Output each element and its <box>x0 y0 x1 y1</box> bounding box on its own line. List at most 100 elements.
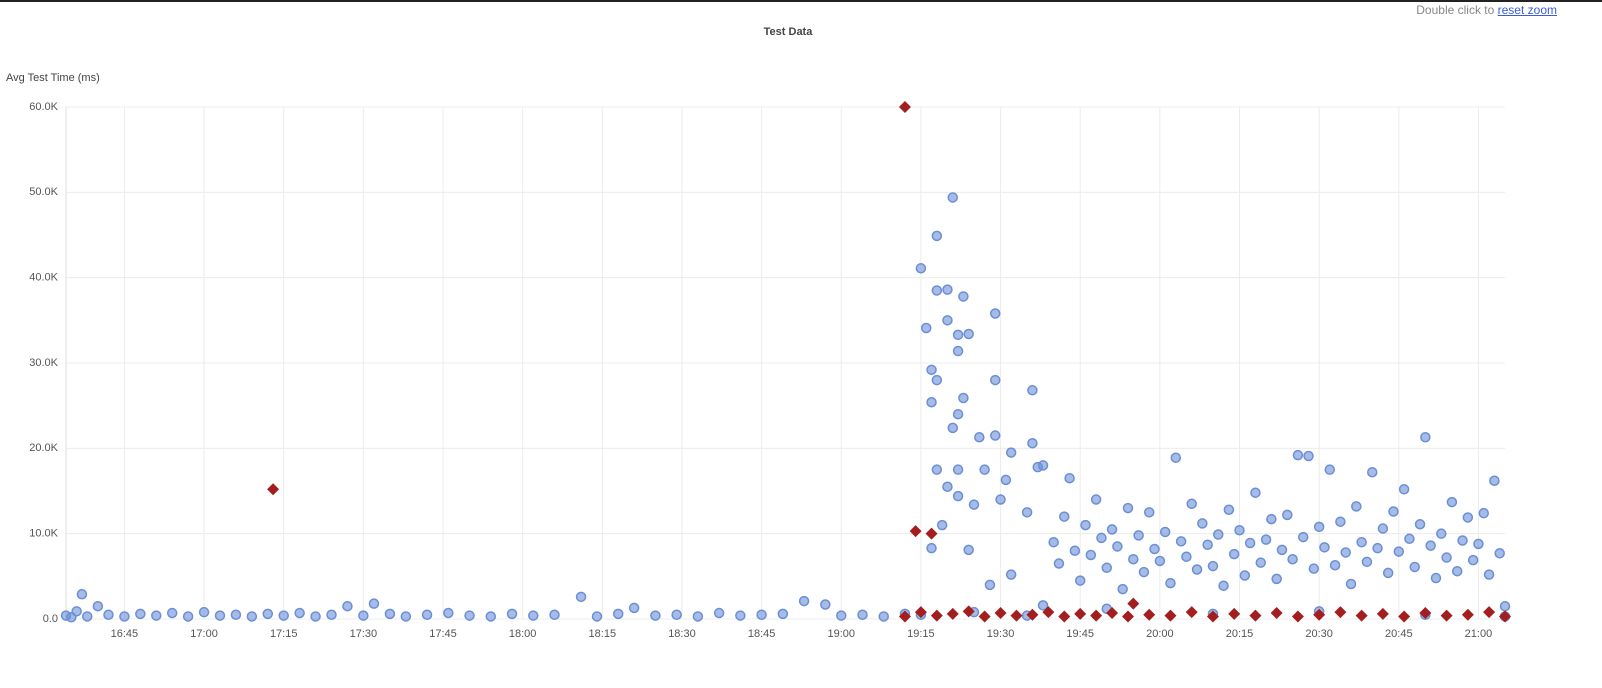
zoom-hint: Double click to reset zoom <box>1416 3 1557 17</box>
circle-point <box>400 611 412 622</box>
x-tick-label: 17:30 <box>350 628 378 640</box>
circle-point <box>1467 554 1479 566</box>
circle-point <box>1478 507 1490 519</box>
circle-point <box>931 464 943 475</box>
circle-point <box>820 599 831 610</box>
y-axis-label: Avg Test Time (ms) <box>6 72 100 84</box>
circle-point <box>1404 533 1415 545</box>
diamond-point <box>914 606 927 619</box>
circle-point <box>506 608 518 620</box>
x-tick-label: 19:00 <box>827 628 855 640</box>
x-tick-label: 19:30 <box>987 628 1015 640</box>
circle-point <box>836 610 847 621</box>
circle-point <box>1175 536 1187 547</box>
y-tick-label: 20.0K <box>29 442 58 454</box>
circle-point <box>878 611 889 622</box>
circle-point <box>575 591 587 603</box>
circle-point <box>1367 466 1378 478</box>
circle-point <box>342 600 353 612</box>
circle-point <box>1037 600 1049 611</box>
circle-point <box>591 611 603 622</box>
circle-point <box>1351 501 1362 512</box>
circle-point <box>1266 513 1277 525</box>
circle-point <box>1446 496 1458 508</box>
diamond-point <box>267 483 280 496</box>
circle-point <box>650 610 661 621</box>
circle-point <box>1409 561 1420 573</box>
circle-point <box>1096 532 1107 544</box>
diamond-point <box>898 610 911 623</box>
diamond-point <box>1058 610 1071 623</box>
circle-point <box>1027 385 1038 396</box>
circle-point <box>612 608 624 620</box>
circle-point <box>936 519 948 531</box>
circle-point <box>1313 521 1325 533</box>
circle-point <box>103 609 114 620</box>
circle-point <box>1080 519 1091 531</box>
circle-point <box>1005 569 1017 580</box>
diamond-point <box>1228 607 1241 620</box>
circle-point <box>294 607 305 619</box>
x-tick-label: 18:45 <box>748 628 776 640</box>
circle-point <box>198 606 210 618</box>
circle-point <box>1377 523 1389 534</box>
circle-point <box>1186 498 1197 510</box>
circle-point <box>1138 566 1150 578</box>
circle-point <box>246 611 258 622</box>
circle-point <box>958 392 969 404</box>
diamond-point <box>1121 610 1134 623</box>
circle-point <box>1489 475 1500 487</box>
x-tick-label: 17:15 <box>270 628 298 640</box>
circle-point <box>1382 567 1394 579</box>
diamond-point <box>1206 610 1219 623</box>
circle-point <box>1499 600 1511 612</box>
circle-point <box>214 610 226 621</box>
circle-point <box>1393 546 1405 557</box>
circle-point <box>262 608 274 620</box>
circle-point <box>1213 529 1224 540</box>
circle-point <box>119 611 130 622</box>
circle-point <box>963 544 974 556</box>
circle-point <box>1319 542 1330 553</box>
circle-point <box>1345 578 1357 590</box>
circle-point <box>1005 447 1017 458</box>
x-tick-label: 19:45 <box>1066 628 1094 640</box>
circle-point <box>1329 559 1341 571</box>
circle-point <box>1356 536 1367 548</box>
circle-point <box>1228 548 1240 560</box>
circle-point <box>1451 565 1463 577</box>
circle-point <box>1361 556 1373 568</box>
diamond-point <box>1042 606 1055 619</box>
circle-point <box>1059 511 1070 522</box>
circle-point <box>92 600 104 612</box>
circle-point <box>421 609 433 620</box>
x-tick-label: 17:00 <box>190 628 218 640</box>
circle-point <box>1292 449 1304 461</box>
circle-point <box>952 345 964 357</box>
diamond-point <box>1185 606 1198 619</box>
circle-point <box>952 490 964 502</box>
circle-point <box>942 284 953 295</box>
circle-point <box>81 611 93 622</box>
diamond-point <box>1334 606 1347 619</box>
x-tick-label: 19:15 <box>907 628 935 640</box>
circle-point <box>989 308 1001 319</box>
circle-point <box>135 608 146 620</box>
circle-point <box>1425 540 1436 551</box>
circle-point <box>1414 519 1426 530</box>
reset-zoom-link[interactable]: reset zoom <box>1497 3 1557 17</box>
circle-point <box>1441 552 1452 563</box>
circle-point <box>1032 461 1043 473</box>
diamond-point <box>1127 597 1140 610</box>
diamond-point <box>1461 608 1474 621</box>
circle-point <box>1260 534 1272 545</box>
x-tick-label: 18:30 <box>668 628 696 640</box>
diamond-point <box>962 605 975 618</box>
circle-point <box>1090 494 1102 505</box>
diamond-point <box>1270 607 1283 620</box>
circle-point <box>1170 452 1182 463</box>
circle-point <box>926 364 937 376</box>
circle-point <box>1069 545 1081 556</box>
diamond-point <box>925 527 938 540</box>
circle-point <box>1282 509 1293 521</box>
